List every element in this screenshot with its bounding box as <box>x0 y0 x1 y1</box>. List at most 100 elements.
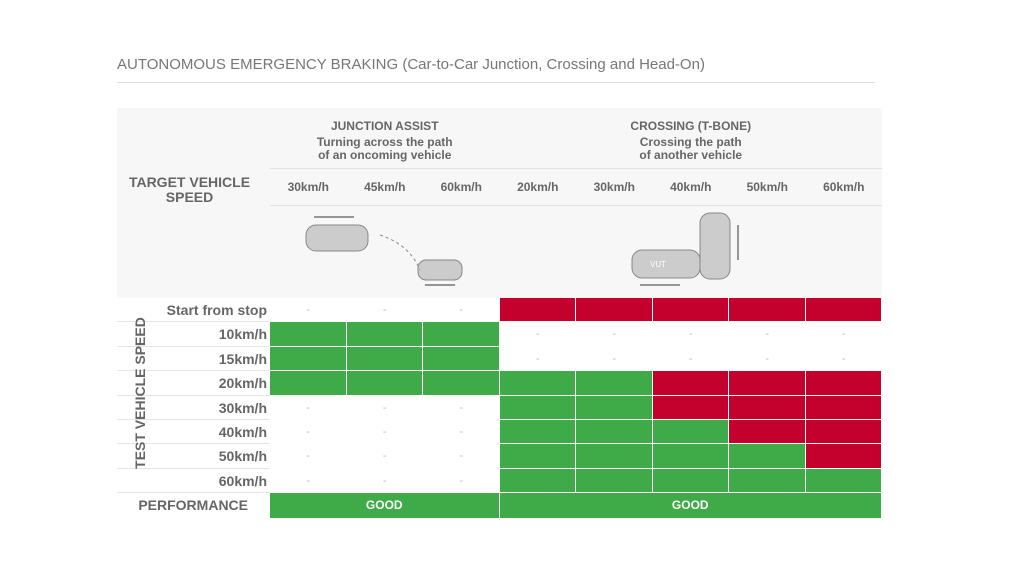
car-label: VUT <box>650 260 666 269</box>
title: AUTONOMOUS EMERGENCY BRAKING (Car-to-Car… <box>117 56 705 73</box>
no-test-cell: - <box>535 352 540 365</box>
divider <box>117 82 875 83</box>
result-cell <box>499 444 576 469</box>
result-cell <box>729 444 806 469</box>
row-line <box>117 370 270 372</box>
result-cell <box>652 420 729 445</box>
result-cell <box>499 468 576 494</box>
no-test-cell: - <box>612 328 617 341</box>
result-cell <box>805 420 882 445</box>
result-cell <box>652 298 729 323</box>
performance-cell: GOOD <box>270 493 500 518</box>
header-line <box>270 168 882 169</box>
row-line <box>117 443 270 445</box>
result-cell <box>270 346 347 372</box>
column-header: 50km/h <box>746 180 788 194</box>
result-cell <box>499 371 576 396</box>
no-test-cell: - <box>306 426 311 438</box>
no-test-cell: - <box>306 401 311 414</box>
row-label: Start from stop <box>166 302 267 318</box>
result-cell <box>270 322 347 347</box>
group-title: CROSSING (T-BONE) <box>630 119 752 133</box>
column-header: 30km/h <box>593 180 635 194</box>
no-test-cell: - <box>382 304 387 316</box>
no-test-cell: - <box>612 352 617 365</box>
row-label: 40km/h <box>218 424 267 440</box>
row-line <box>117 394 270 396</box>
test-label: TEST VEHICLE SPEED <box>132 317 148 469</box>
column-header: 60km/h <box>823 180 865 194</box>
target-label: SPEED <box>165 189 214 205</box>
no-test-cell: - <box>306 304 311 316</box>
no-test-cell: - <box>306 474 311 487</box>
result-cell <box>652 371 729 396</box>
header-line <box>270 205 882 206</box>
row-label: 10km/h <box>218 326 267 343</box>
performance-label: PERFORMANCE <box>138 497 248 514</box>
no-test-cell: - <box>382 401 387 414</box>
no-test-cell: - <box>382 450 387 463</box>
result-cell <box>805 371 882 396</box>
result-cell <box>499 298 576 323</box>
no-test-cell: - <box>382 474 387 487</box>
row-label: 50km/h <box>218 448 267 465</box>
group-subtitle: Crossing the path <box>639 135 742 149</box>
row-line <box>117 492 270 494</box>
result-cell <box>729 468 806 494</box>
column-header: 45km/h <box>364 180 406 194</box>
result-cell <box>576 420 653 445</box>
no-test-cell: - <box>459 401 464 414</box>
row-line <box>117 345 270 347</box>
result-cell <box>576 298 653 323</box>
no-test-cell: - <box>459 426 464 438</box>
no-test-cell: - <box>459 304 464 316</box>
row-label: 30km/h <box>218 399 267 416</box>
group-subtitle: of an oncoming vehicle <box>318 148 452 162</box>
result-cell <box>499 395 576 420</box>
result-cell <box>346 371 423 396</box>
no-test-cell: - <box>459 450 464 463</box>
no-test-cell: - <box>535 328 540 341</box>
no-test-cell: - <box>382 426 387 438</box>
result-cell <box>346 322 423 347</box>
result-cell <box>805 444 882 469</box>
performance-cell: GOOD <box>499 493 882 518</box>
result-cell <box>576 444 653 469</box>
result-cell <box>423 371 500 396</box>
result-cell <box>423 346 500 372</box>
no-test-cell: - <box>459 474 464 487</box>
scenario-illustration: VUT <box>305 212 739 286</box>
result-cell <box>423 322 500 347</box>
group-title: JUNCTION ASSIST <box>330 119 439 133</box>
result-cell <box>576 395 653 420</box>
column-header: 20km/h <box>517 180 559 194</box>
result-cell <box>805 395 882 420</box>
no-test-cell: - <box>841 352 846 365</box>
result-cell <box>729 420 806 445</box>
target-label: TARGET VEHICLE <box>128 174 251 190</box>
result-cell <box>270 371 347 396</box>
result-cell <box>805 298 882 323</box>
result-cell <box>652 468 729 494</box>
row-label: 20km/h <box>218 375 267 392</box>
row-line <box>117 467 270 469</box>
result-cell <box>346 346 423 372</box>
header-bg <box>117 108 882 298</box>
result-cell <box>499 420 576 445</box>
column-header: 40km/h <box>670 180 712 194</box>
row-label: 60km/h <box>218 472 267 489</box>
result-cell <box>576 468 653 494</box>
group-subtitle: of another vehicle <box>639 148 743 162</box>
result-cell <box>576 371 653 396</box>
result-cell <box>652 444 729 469</box>
row-line <box>117 321 270 323</box>
result-cell <box>652 395 729 420</box>
no-test-cell: - <box>688 352 693 365</box>
result-cell <box>729 298 806 323</box>
column-header: 30km/h <box>287 180 329 194</box>
no-test-cell: - <box>841 328 846 341</box>
no-test-cell: - <box>765 328 770 341</box>
no-test-cell: - <box>306 450 311 463</box>
